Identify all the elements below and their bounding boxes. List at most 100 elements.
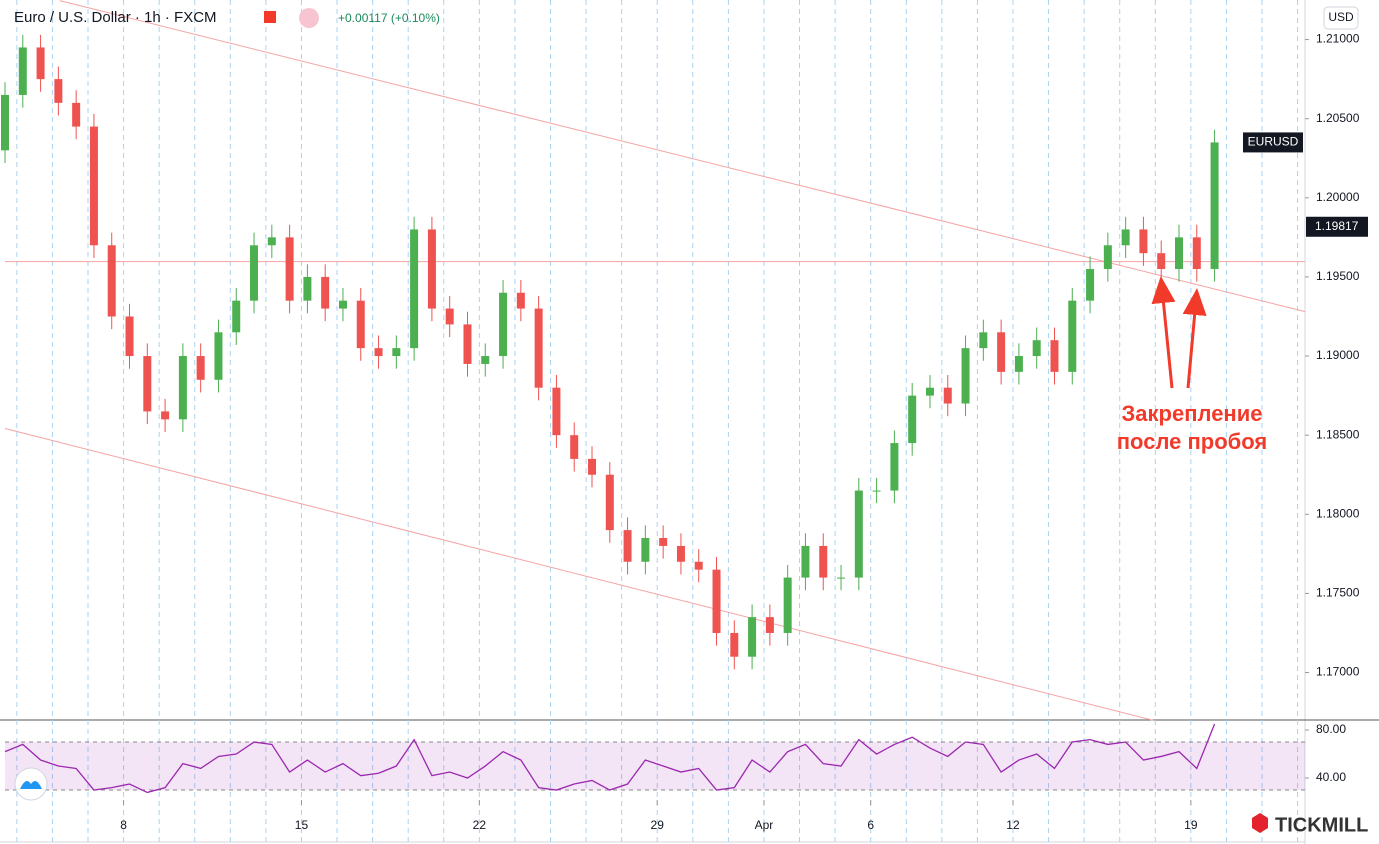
candle-body — [890, 443, 899, 491]
candle-body — [178, 356, 187, 420]
annotation: Закрепление — [1122, 401, 1263, 426]
candle-body — [516, 292, 525, 309]
candle-body — [18, 47, 27, 95]
y-tick-label: 1.20000 — [1316, 190, 1360, 204]
arrow — [1182, 288, 1207, 389]
indicator-icon[interactable] — [299, 8, 319, 28]
candle-body — [659, 538, 668, 546]
candle-body — [285, 237, 294, 301]
candle-body — [36, 47, 45, 80]
candle-body — [588, 458, 597, 475]
candle-body — [1032, 340, 1041, 357]
candle-body — [72, 102, 81, 127]
candle-body — [356, 300, 365, 349]
currency-button[interactable] — [1323, 6, 1359, 30]
candle-body — [854, 490, 863, 578]
candle-body — [1050, 340, 1059, 372]
candle-body — [410, 229, 419, 349]
candle-body — [89, 126, 98, 246]
candle-body — [961, 348, 970, 404]
candle-body — [445, 308, 454, 325]
y-tick-label: 1.17000 — [1316, 665, 1360, 679]
brand-icon — [1252, 813, 1268, 833]
candle-body — [481, 356, 490, 364]
candle-body — [338, 300, 347, 309]
candle-body — [267, 237, 276, 246]
x-tick-label: 29 — [651, 818, 665, 832]
candle-body — [712, 569, 721, 633]
candle-body — [641, 538, 650, 562]
candle-body — [374, 348, 383, 357]
candle-body — [1086, 269, 1095, 301]
logo-icon — [20, 780, 42, 789]
candle-body — [214, 332, 223, 380]
x-tick-label: 22 — [473, 818, 487, 832]
candle-body — [819, 545, 828, 578]
candle-body — [801, 545, 810, 578]
candle-body — [1210, 142, 1219, 270]
x-tick-label: Apr — [755, 818, 774, 832]
candle-body — [1192, 237, 1201, 270]
candle-body — [499, 292, 508, 357]
candle-body — [694, 561, 703, 570]
candle-body — [837, 577, 846, 579]
y-tick-label: 1.18500 — [1316, 427, 1360, 441]
rsi-line — [4, 723, 1216, 794]
x-tick-label: 15 — [295, 818, 309, 832]
y-tick-label: 1.17500 — [1316, 586, 1360, 600]
candle-body — [1175, 237, 1184, 270]
candle-body — [979, 332, 988, 349]
x-tick-label: 6 — [867, 818, 874, 832]
arrow — [1151, 276, 1176, 389]
candle-body — [1, 94, 9, 151]
symbol-tag — [1243, 132, 1303, 153]
candle-body — [676, 545, 685, 562]
price-change: +0.00117 (+0.10%) — [338, 11, 440, 25]
x-tick-label: 8 — [120, 818, 127, 832]
candle-body — [161, 411, 170, 420]
candle-body — [570, 435, 579, 459]
candle-body — [196, 356, 205, 380]
last-price-tag — [1306, 216, 1368, 237]
candle-body — [783, 577, 792, 633]
y-tick-label: 1.20500 — [1316, 111, 1360, 125]
rsi-tick-label: 40.00 — [1316, 770, 1346, 784]
rsi-band — [5, 742, 1305, 791]
symbol-label: EURUSD — [1248, 135, 1299, 149]
x-tick-label: 19 — [1184, 818, 1198, 832]
candle-body — [54, 79, 63, 103]
candle-body — [925, 387, 934, 396]
y-tick-label: 1.19000 — [1316, 348, 1360, 362]
x-tick-label: 12 — [1006, 818, 1020, 832]
candle-body — [463, 324, 472, 364]
candle-body — [997, 332, 1006, 372]
candle-body — [1103, 245, 1112, 270]
candle-body — [730, 632, 739, 657]
candle-body — [605, 474, 614, 531]
flag-icon[interactable] — [264, 11, 276, 23]
candle-body — [303, 276, 312, 301]
candle-body — [872, 490, 881, 492]
candle-body — [534, 308, 543, 388]
candle-body — [107, 245, 116, 317]
annotation: после пробоя — [1117, 429, 1267, 454]
candle-body — [943, 387, 952, 404]
candle-body — [765, 617, 774, 633]
candle-body — [232, 300, 241, 333]
y-tick-label: 1.19500 — [1316, 269, 1360, 283]
candle-body — [1068, 300, 1077, 372]
candle-body — [1157, 253, 1166, 270]
candle-body — [623, 530, 632, 562]
candle-body — [1139, 229, 1148, 254]
y-tick-label: 1.21000 — [1316, 32, 1360, 46]
trendline — [4, 428, 1154, 721]
candle-body — [748, 617, 757, 657]
brand: TICKMILL — [1275, 814, 1368, 836]
currency: USD — [1328, 10, 1354, 24]
candle-body — [1014, 356, 1023, 372]
candle-body — [250, 245, 259, 301]
candle-body — [427, 229, 436, 309]
candle-body — [143, 356, 152, 412]
candle-body — [908, 395, 917, 444]
